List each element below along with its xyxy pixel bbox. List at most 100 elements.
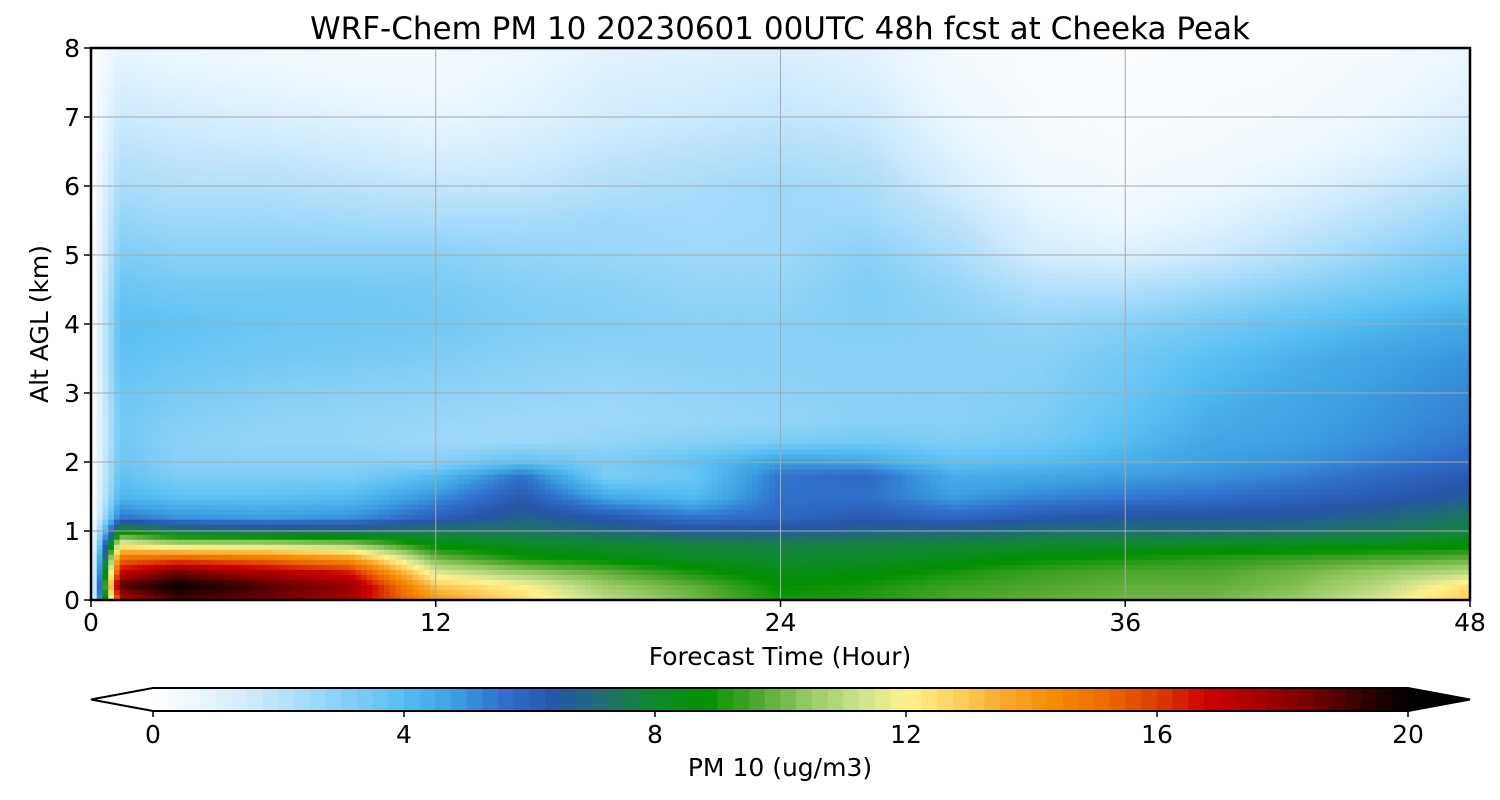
contour-cell	[447, 78, 453, 84]
contour-cell	[1160, 53, 1166, 59]
contour-cell	[786, 73, 792, 79]
contour-cell	[286, 58, 292, 64]
contour-cell	[367, 53, 373, 59]
contour-cell	[206, 78, 212, 84]
contour-cell	[263, 73, 269, 79]
contour-cell	[189, 68, 195, 74]
contour-cell	[1056, 53, 1062, 59]
contour-cell	[539, 63, 545, 69]
contour-cell	[1326, 58, 1332, 64]
contour-cell	[378, 73, 384, 79]
contour-cell	[861, 53, 867, 59]
contour-cell	[723, 58, 729, 64]
contour-cell	[545, 53, 551, 59]
contour-cell	[982, 58, 988, 64]
contour-cell	[315, 63, 321, 69]
contour-cell	[1372, 68, 1378, 74]
contour-cell	[413, 58, 419, 64]
contour-cell	[907, 58, 913, 64]
contour-cell	[1028, 53, 1034, 59]
contour-cell	[396, 78, 402, 84]
contour-cell	[872, 63, 878, 69]
contour-cell	[1062, 58, 1068, 64]
contour-cell	[735, 63, 741, 69]
contour-cell	[137, 68, 143, 74]
contour-cell	[1315, 58, 1321, 64]
contour-cell	[1045, 53, 1051, 59]
contour-cell	[125, 63, 131, 69]
contour-cell	[160, 63, 166, 69]
contour-cell	[1280, 63, 1286, 69]
contour-cell	[442, 78, 448, 84]
contour-cell	[143, 63, 149, 69]
contour-cell	[1177, 68, 1183, 74]
contour-cell	[240, 78, 246, 84]
contour-cell	[401, 53, 407, 59]
contour-cell	[1234, 63, 1240, 69]
contour-cell	[373, 63, 379, 69]
contour-cell	[758, 58, 764, 64]
contour-cell	[740, 63, 746, 69]
contour-cell	[574, 58, 580, 64]
contour-cell	[867, 58, 873, 64]
contour-cell	[907, 63, 913, 69]
contour-cell	[401, 58, 407, 64]
contour-cell	[671, 68, 677, 74]
contour-cell	[1407, 58, 1413, 64]
contour-cell	[1263, 53, 1269, 59]
contour-cell	[568, 73, 574, 79]
contour-cell	[436, 73, 442, 79]
contour-cell	[258, 58, 264, 64]
contour-cell	[1332, 73, 1338, 79]
contour-cell	[275, 53, 281, 59]
contour-cell	[396, 53, 402, 59]
contour-cell	[223, 73, 229, 79]
contour-cell	[384, 73, 390, 79]
contour-cell	[286, 78, 292, 84]
contour-cell	[608, 58, 614, 64]
contour-cell	[677, 58, 683, 64]
contour-cell	[723, 53, 729, 59]
contour-cell	[1441, 63, 1447, 69]
contour-cell	[1194, 73, 1200, 79]
contour-cell	[1332, 58, 1338, 64]
contour-cell	[551, 68, 557, 74]
contour-cell	[815, 73, 821, 79]
contour-cell	[125, 78, 131, 84]
contour-cell	[493, 58, 499, 64]
contour-cell	[1384, 58, 1390, 64]
contour-cell	[332, 68, 338, 74]
contour-cell	[643, 63, 649, 69]
contour-cell	[240, 68, 246, 74]
contour-cell	[579, 78, 585, 84]
contour-cell	[1022, 58, 1028, 64]
contour-cell	[1229, 73, 1235, 79]
contour-cell	[671, 58, 677, 64]
contour-cell	[953, 68, 959, 74]
contour-cell	[1252, 73, 1258, 79]
contour-cell	[493, 78, 499, 84]
contour-cell	[1188, 68, 1194, 74]
contour-cell	[528, 68, 534, 74]
contour-cell	[574, 78, 580, 84]
contour-cell	[890, 73, 896, 79]
contour-cell	[861, 68, 867, 74]
contour-cell	[1171, 53, 1177, 59]
contour-cell	[706, 68, 712, 74]
contour-cell	[890, 63, 896, 69]
contour-cell	[1252, 63, 1258, 69]
contour-cell	[1125, 58, 1131, 64]
contour-cell	[1091, 63, 1097, 69]
contour-cell	[740, 53, 746, 59]
contour-cell	[252, 73, 258, 79]
contour-cell	[1229, 58, 1235, 64]
contour-cell	[154, 68, 160, 74]
contour-cell	[166, 68, 172, 74]
contour-cell	[166, 63, 172, 69]
contour-cell	[1355, 58, 1361, 64]
contour-cell	[1424, 68, 1430, 74]
contour-cell	[470, 73, 476, 79]
contour-cell	[327, 58, 333, 64]
contour-cell	[1125, 73, 1131, 79]
contour-cell	[1390, 73, 1396, 79]
